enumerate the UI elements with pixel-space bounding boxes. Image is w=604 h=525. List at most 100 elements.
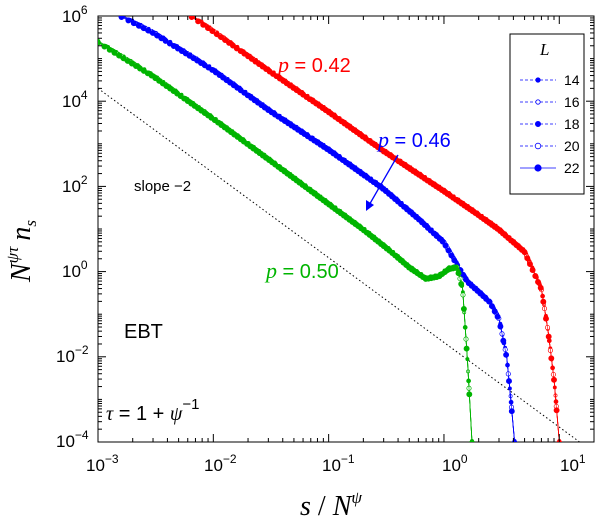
data-point (452, 264, 459, 271)
data-point (124, 57, 131, 64)
data-point (116, 52, 123, 59)
series-layer (98, 16, 563, 442)
data-point (140, 25, 147, 32)
data-point (130, 20, 137, 27)
data-point (233, 45, 240, 52)
data-point (540, 298, 547, 305)
legend-marker (535, 121, 542, 128)
data-point (448, 252, 455, 259)
data-point (508, 408, 515, 415)
data-point (527, 261, 533, 268)
tick-layer (97, 15, 595, 443)
y-tick-label-1e4: 104 (62, 88, 88, 111)
label-p-042: p = 0.42 (276, 52, 351, 77)
data-point (135, 22, 142, 29)
data-point (460, 305, 467, 312)
data-point (106, 46, 113, 53)
data-point (149, 29, 156, 36)
data-point (455, 270, 462, 277)
p046-arrow-head (366, 200, 374, 211)
data-point (503, 351, 510, 358)
data-point (98, 39, 101, 46)
data-point (488, 303, 495, 310)
data-point (524, 255, 531, 262)
series-p-0-46 (118, 16, 518, 442)
series-p-0-42 (188, 16, 563, 442)
data-point (500, 337, 507, 344)
data-point (537, 284, 544, 291)
data-point (551, 376, 557, 383)
data-point (532, 273, 539, 279)
x-tick-label-1e0: 100 (442, 452, 468, 475)
data-point (125, 17, 132, 24)
legend-label: 22 (564, 160, 580, 176)
data-point (553, 407, 560, 414)
data-point (529, 267, 536, 274)
x-tick-label-1e-1: 10−1 (322, 452, 355, 475)
data-point (154, 32, 161, 39)
data-point (195, 18, 202, 25)
x-tick-labels: 10−3 10−2 10−1 100 101 (86, 452, 586, 475)
x-tick-label-1e-2: 10−2 (204, 452, 237, 475)
label-model: EBT (124, 321, 163, 343)
label-slope: slope −2 (134, 178, 191, 195)
legend-box (509, 33, 585, 195)
data-point (545, 333, 552, 340)
data-point (118, 16, 125, 20)
legend-title: L (539, 40, 549, 59)
data-point (205, 25, 211, 32)
y-tick-label-1e-4: 10−4 (56, 428, 89, 451)
p046-arrow-shaft (367, 154, 399, 208)
legend-marker (534, 164, 542, 172)
y-axis-title: Nψτns (3, 220, 40, 283)
data-point (188, 16, 195, 20)
data-point (506, 378, 512, 385)
data-point (120, 55, 127, 62)
data-point (209, 28, 216, 35)
y-tick-label-1e6: 106 (62, 3, 88, 26)
data-point (439, 238, 446, 245)
data-point (548, 355, 555, 362)
data-point (445, 247, 452, 254)
legend-marker (535, 99, 541, 105)
data-point (511, 440, 518, 442)
x-axis-title: s / Nψ (300, 488, 362, 522)
legend-label: 16 (564, 94, 580, 110)
data-point (162, 37, 169, 44)
data-point (494, 313, 501, 320)
data-point (497, 323, 504, 330)
data-point (451, 257, 458, 264)
series-p-0-50 (98, 38, 475, 442)
label-p-046: p = 0.46 (376, 127, 451, 152)
y-tick-label-1e-2: 10−2 (56, 343, 89, 366)
data-point (458, 281, 465, 287)
data-point (158, 35, 165, 42)
legend-entries: 14 16 18 20 22 (520, 72, 580, 176)
x-tick-label-1e-3: 10−3 (86, 452, 119, 475)
legend-marker (535, 77, 541, 83)
x-tick-label-1e1: 101 (560, 452, 586, 475)
data-point (491, 308, 498, 315)
label-tau-relation: τ = 1 + ψ−1 (106, 396, 199, 425)
y-tick-labels: 10−4 10−2 100 102 104 106 (56, 3, 89, 451)
data-point (101, 43, 108, 50)
legend-label: 18 (564, 116, 580, 132)
data-point (442, 242, 449, 249)
label-p-050: p = 0.50 (264, 258, 339, 283)
y-tick-label-1e0: 100 (62, 258, 88, 281)
data-point (218, 34, 224, 41)
y-tick-label-1e2: 102 (62, 173, 88, 196)
data-point (226, 39, 233, 46)
data-point (521, 249, 528, 256)
data-point (111, 49, 118, 56)
data-point (200, 21, 207, 28)
data-point (463, 345, 470, 352)
data-point (222, 37, 229, 43)
data-point (469, 440, 475, 442)
legend-label: 20 (564, 138, 580, 154)
data-point (466, 391, 473, 398)
legend: L 14 16 18 20 22 (509, 33, 585, 195)
data-point (486, 298, 492, 305)
data-point (145, 27, 152, 34)
